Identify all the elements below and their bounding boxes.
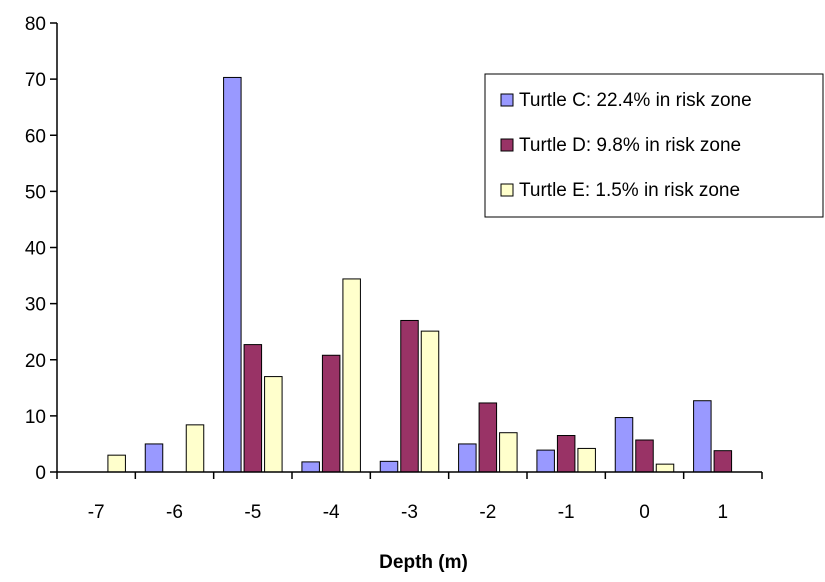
legend-box [484, 73, 824, 218]
x-tick-label: -5 [244, 502, 261, 523]
x-tick-label: -7 [88, 502, 105, 523]
bar-series-1-1 [693, 400, 712, 473]
bar-series-2-0 [635, 439, 654, 473]
x-tick-label: -3 [401, 502, 418, 523]
x-tick-label: -2 [479, 502, 496, 523]
legend-label-2: Turtle D: 9.8% in risk zone [519, 135, 741, 156]
x-tick-label: -4 [323, 502, 340, 523]
bar-series-3-0 [655, 463, 675, 473]
bar-series-3--6 [185, 424, 205, 473]
bar-series-2--5 [243, 344, 263, 473]
y-tick-label: 40 [25, 239, 46, 260]
bar-series-2--1 [556, 435, 576, 473]
y-tick-label: 70 [25, 70, 46, 91]
bar-series-1--6 [144, 443, 164, 473]
x-axis-ticks: -7 -6 -5 -4 -3 -2 -1 0 1 [56, 472, 763, 523]
y-tick-label: 50 [25, 182, 46, 203]
y-axis-ticks: 0 10 20 30 40 50 60 70 80 [25, 14, 57, 484]
y-tick-label: 60 [25, 126, 46, 147]
bar-series-2-1 [713, 450, 733, 473]
bar-series-1--4 [301, 461, 320, 473]
bars [107, 76, 733, 473]
bar-series-2--3 [400, 319, 419, 473]
bar-series-3--4 [342, 278, 361, 473]
x-tick-label: 1 [718, 502, 729, 523]
bar-series-3--1 [577, 447, 596, 473]
y-tick-label: 0 [35, 463, 46, 484]
legend-label-3: Turtle E: 1.5% in risk zone [519, 180, 740, 201]
x-tick-label: -1 [558, 502, 575, 523]
x-tick-label: 0 [639, 502, 650, 523]
legend-swatch-2 [500, 138, 514, 152]
bar-series-2--2 [478, 402, 498, 473]
bar-series-1-0 [614, 417, 634, 473]
legend-swatch-3 [500, 183, 514, 197]
y-tick-label: 20 [25, 351, 46, 372]
y-tick-label: 80 [25, 14, 46, 35]
bar-series-3--2 [499, 432, 518, 473]
x-tick-label: -6 [166, 502, 183, 523]
bar-series-3--5 [264, 376, 283, 473]
legend-label-1: Turtle C: 22.4% in risk zone [519, 90, 752, 111]
bar-series-1--2 [458, 443, 477, 473]
y-tick-label: 30 [25, 295, 46, 316]
bar-series-3--3 [420, 330, 440, 473]
bar-series-1--1 [536, 449, 555, 473]
bar-series-1--3 [379, 460, 399, 473]
x-axis-title: Depth (m) [379, 552, 468, 573]
legend: Turtle C: 22.4% in risk zone Turtle D: 9.… [484, 73, 824, 218]
bar-series-2--4 [321, 354, 341, 473]
y-tick-label: 10 [25, 407, 46, 428]
legend-swatch-1 [500, 93, 514, 107]
bar-series-1--5 [223, 76, 242, 473]
bar-series-3--7 [107, 454, 126, 473]
